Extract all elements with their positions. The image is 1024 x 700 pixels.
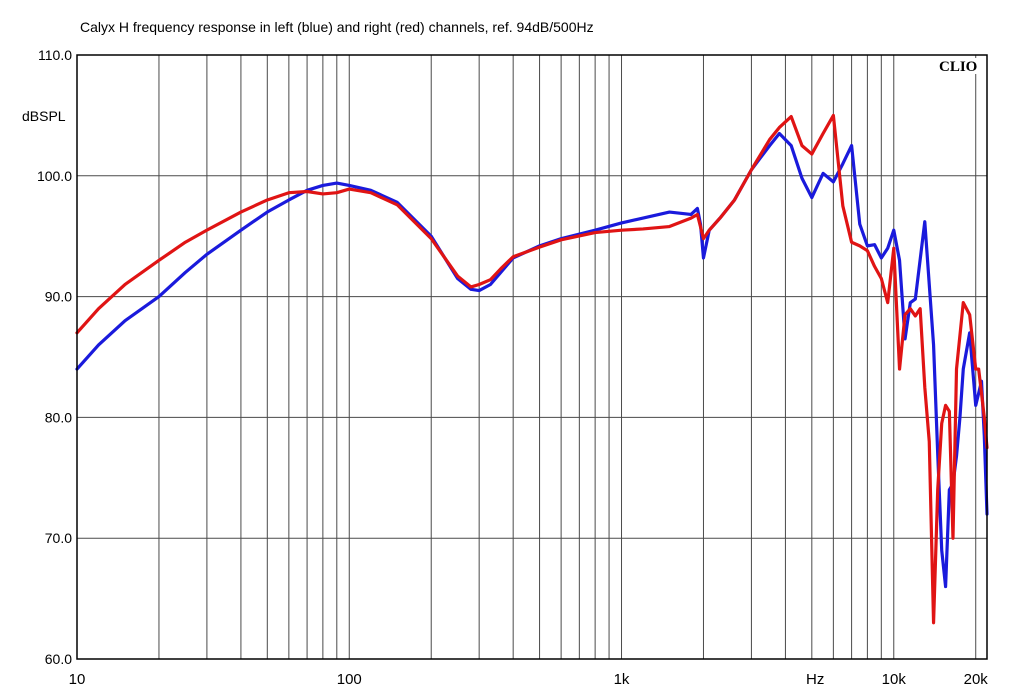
x-tick-label: 10k bbox=[882, 671, 907, 688]
x-axis-unit: Hz bbox=[806, 671, 824, 688]
chart-title: Calyx H frequency response in left (blue… bbox=[80, 19, 594, 35]
y-tick-label: 80.0 bbox=[45, 409, 72, 425]
clio-brand-mark: CLIO bbox=[939, 59, 977, 75]
x-tick-label: 1k bbox=[614, 671, 630, 688]
x-tick-labels: 10 100 1k 10k 20k bbox=[69, 671, 989, 688]
y-tick-label: 110.0 bbox=[38, 47, 72, 63]
brand-background bbox=[936, 58, 982, 74]
x-tick-label: 100 bbox=[337, 671, 362, 688]
plot-frame bbox=[76, 54, 988, 660]
y-tick-labels: 110.0 100.0 90.0 80.0 70.0 60.0 bbox=[37, 47, 72, 667]
left-channel-line bbox=[75, 131, 989, 589]
y-tick-label: 70.0 bbox=[45, 530, 72, 546]
series-layer bbox=[75, 113, 989, 625]
y-tick-label: 100.0 bbox=[37, 168, 72, 184]
right-channel-line bbox=[75, 113, 989, 625]
x-tick-label: 10 bbox=[69, 671, 86, 688]
y-axis-label: dBSPL bbox=[22, 108, 66, 124]
y-tick-label: 60.0 bbox=[45, 651, 72, 667]
x-tick-label: 20k bbox=[964, 671, 989, 688]
y-tick-label: 90.0 bbox=[45, 289, 72, 305]
